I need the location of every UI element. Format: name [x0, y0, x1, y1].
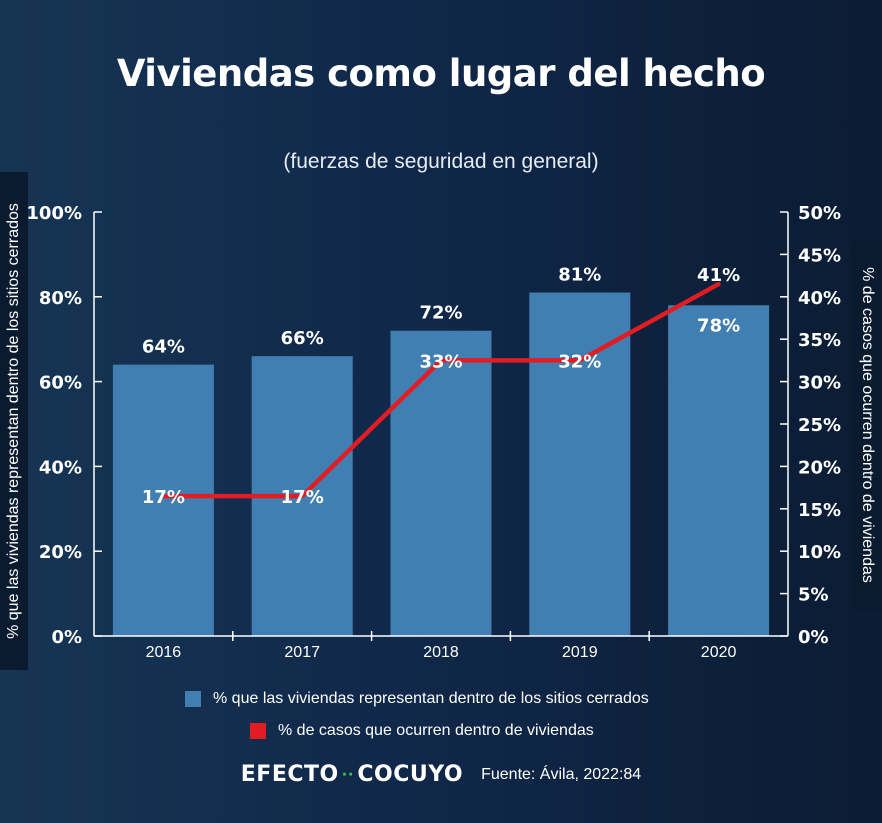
chart-subtitle: (fuerzas de seguridad en general) [283, 150, 599, 173]
bar-value-label: 66% [281, 328, 324, 349]
brand-left: EFECTO [240, 762, 339, 787]
bar-2016 [112, 364, 214, 636]
right-axis-label-box: % de casos que ocurren dentro de viviend… [851, 240, 882, 610]
right-tick-label: 10% [798, 542, 841, 563]
bar-value-label: 72% [419, 303, 462, 324]
right-tick-label: 35% [798, 330, 841, 351]
left-tick-label: 20% [39, 542, 82, 563]
right-tick-label: 40% [798, 288, 841, 309]
bar-value-label: 81% [558, 265, 601, 286]
right-tick-label: 5% [798, 585, 829, 606]
legend-line-label: % de casos que ocurren dentro de viviend… [278, 722, 594, 739]
x-tick-label: 2016 [146, 644, 182, 661]
left-axis-label-box: % que las viviendas representan dentro d… [0, 172, 28, 670]
left-tick-label: 60% [39, 373, 82, 394]
line-point [161, 494, 166, 499]
legend-bar-swatch [185, 691, 201, 707]
x-tick-label: 2017 [284, 644, 320, 661]
right-tick-label: 25% [798, 415, 841, 436]
brand-logo: EFECTO ·· COCUYO [241, 762, 463, 787]
line-value-label: 33% [419, 351, 462, 372]
legend-line-swatch [250, 723, 266, 739]
right-tick-label: 50% [798, 203, 841, 224]
line-value-label: 17% [142, 487, 185, 508]
right-tick-label: 30% [798, 373, 841, 394]
right-tick-label: 45% [798, 245, 841, 266]
source-note: Fuente: Ávila, 2022:84 [481, 765, 642, 783]
left-tick-label: 40% [39, 457, 82, 478]
right-tick-label: 15% [798, 500, 841, 521]
legend-item-bars: % que las viviendas representan dentro d… [185, 690, 649, 708]
line-value-label: 41% [697, 265, 740, 286]
line-point [300, 494, 305, 499]
right-tick-label: 20% [798, 457, 841, 478]
right-tick-label: 0% [798, 627, 829, 648]
left-tick-label: 100% [26, 203, 82, 224]
left-tick-label: 80% [39, 288, 82, 309]
brand-right: COCUYO [357, 762, 464, 787]
bar-value-label: 64% [142, 337, 185, 358]
x-tick-label: 2018 [423, 644, 459, 661]
legend-item-line: % de casos que ocurren dentro de viviend… [250, 722, 594, 740]
line-value-label: 32% [558, 351, 601, 372]
footer: EFECTO ·· COCUYO Fuente: Ávila, 2022:84 [0, 762, 882, 787]
legend-bar-label: % que las viviendas representan dentro d… [213, 690, 649, 707]
line-value-label: 17% [281, 487, 324, 508]
x-tick-label: 2019 [562, 644, 598, 661]
bar-2018 [390, 330, 492, 636]
brand-dots: ·· [341, 766, 355, 783]
line-point [577, 358, 582, 363]
bar-2020 [668, 305, 770, 636]
bar-value-label: 78% [697, 315, 740, 336]
left-tick-label: 0% [51, 627, 82, 648]
chart-title: Viviendas como lugar del hecho [116, 52, 766, 95]
x-tick-label: 2020 [701, 644, 737, 661]
bar-2019 [529, 292, 631, 636]
line-point [716, 282, 721, 287]
line-point [439, 358, 443, 363]
